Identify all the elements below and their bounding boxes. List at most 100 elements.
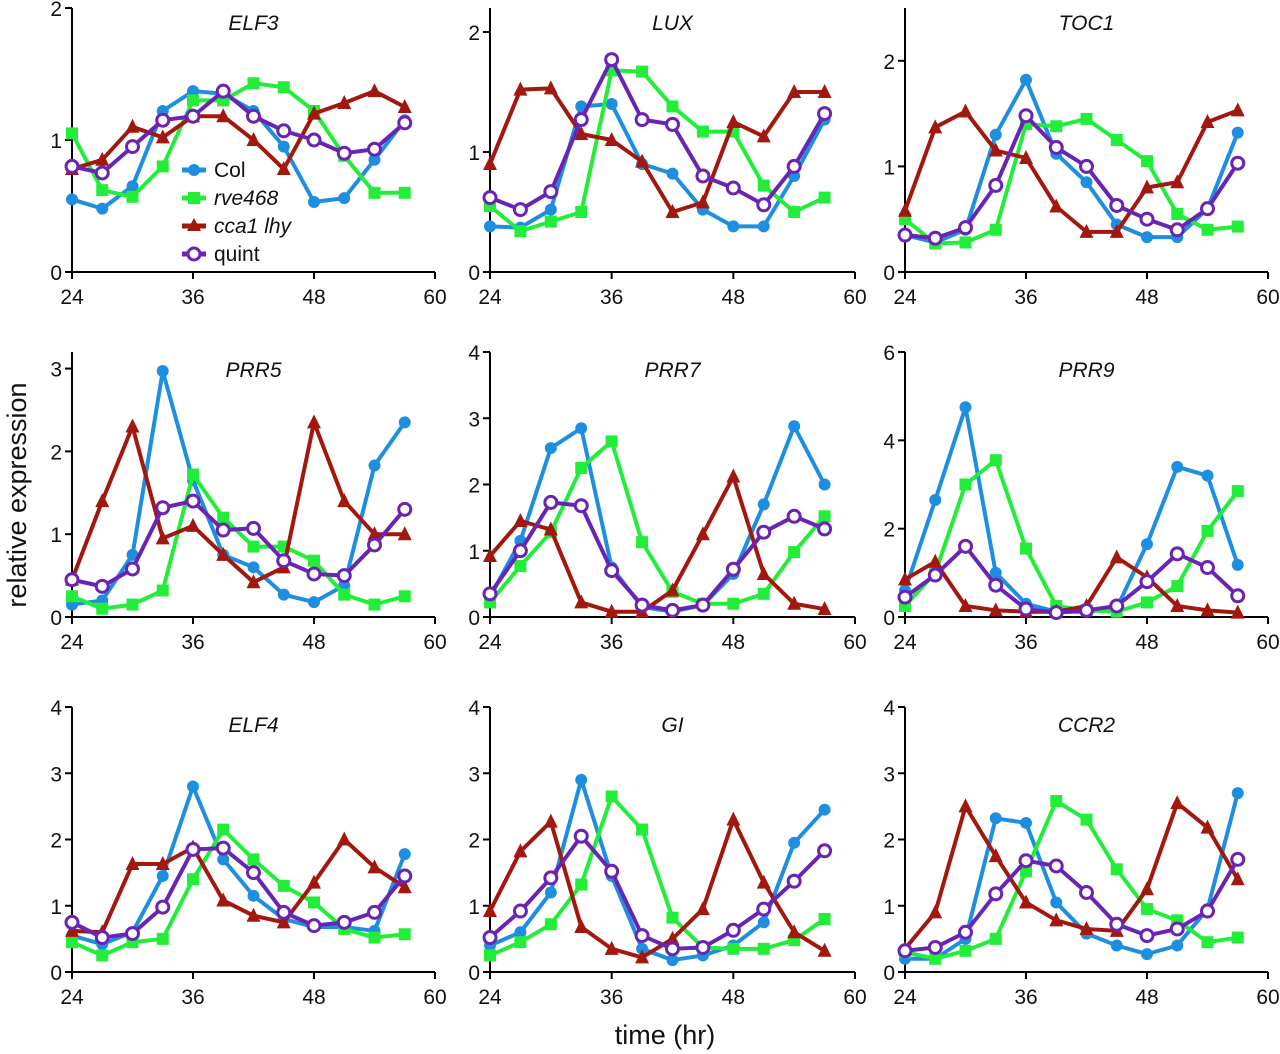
data-point	[247, 853, 260, 866]
data-point	[96, 184, 109, 197]
data-point	[1080, 176, 1093, 189]
data-point	[337, 493, 352, 508]
data-point	[757, 916, 770, 929]
data-point	[604, 603, 619, 618]
data-point	[514, 926, 527, 939]
x-tick-label: 60	[1256, 286, 1279, 309]
data-point	[605, 790, 618, 803]
data-point	[397, 115, 413, 131]
series-rve468	[66, 468, 411, 615]
series-line	[904, 858, 1240, 953]
data-point	[574, 918, 589, 933]
data-point	[125, 118, 140, 133]
data-point	[786, 508, 802, 524]
data-point	[483, 548, 497, 563]
data-point	[959, 944, 972, 957]
data-point	[398, 186, 411, 199]
series-line	[903, 108, 1239, 234]
data-point	[573, 828, 589, 844]
data-point	[482, 930, 498, 946]
data-point	[1018, 853, 1034, 869]
data-point	[988, 848, 1003, 863]
panel-title: GI	[661, 714, 683, 737]
data-point	[155, 856, 170, 871]
data-point	[125, 139, 140, 155]
x-tick-label: 60	[843, 286, 866, 309]
x-tick-label: 60	[423, 986, 446, 1009]
data-point	[727, 220, 740, 233]
data-point	[666, 167, 679, 180]
data-point	[185, 108, 201, 124]
data-point	[817, 84, 832, 98]
data-point	[156, 365, 169, 378]
y-tick-label: 2	[883, 519, 895, 542]
data-point	[1139, 211, 1155, 227]
data-point	[666, 100, 679, 113]
data-point	[246, 907, 261, 922]
data-point	[94, 930, 110, 946]
x-tick-label: 36	[1014, 631, 1037, 654]
data-point	[989, 454, 1002, 467]
data-point	[306, 566, 322, 582]
data-point	[336, 145, 352, 161]
data-point	[483, 903, 497, 918]
data-point	[636, 823, 649, 836]
data-point	[726, 114, 741, 128]
legend-item-quint: quint	[182, 243, 260, 266]
data-point	[786, 158, 802, 174]
data-point	[1018, 601, 1034, 617]
data-point	[1079, 920, 1094, 935]
x-tick-label: 24	[60, 986, 84, 1009]
data-point	[817, 843, 833, 859]
data-point	[307, 414, 321, 429]
data-point	[1230, 851, 1246, 867]
panel-gi: 24 36 48 60 0 1 2 3 4 GI	[468, 697, 866, 1009]
x-tick-label: 36	[600, 631, 623, 654]
data-point	[544, 918, 557, 931]
data-point	[958, 220, 973, 236]
series-cca1-lhy	[483, 80, 832, 218]
data-point	[927, 939, 943, 955]
data-point	[756, 524, 772, 540]
data-point	[988, 886, 1004, 902]
data-point	[573, 112, 589, 128]
data-point	[788, 546, 801, 559]
data-point	[1230, 604, 1245, 619]
data-point	[512, 543, 528, 559]
data-point	[927, 567, 943, 583]
data-point	[186, 517, 200, 532]
x-tick-label: 24	[478, 286, 502, 309]
data-point	[544, 886, 557, 899]
x-tick-label: 36	[181, 986, 204, 1009]
data-point	[397, 879, 412, 894]
series-rve468	[66, 823, 411, 962]
data-point	[95, 493, 110, 508]
data-point	[126, 180, 139, 193]
x-tick-label: 60	[423, 631, 446, 654]
data-point	[1200, 602, 1215, 617]
data-point	[276, 904, 292, 920]
data-point	[155, 530, 170, 545]
x-tick-label: 60	[843, 986, 866, 1009]
data-point	[725, 180, 741, 196]
data-point	[1201, 469, 1214, 482]
data-point	[126, 548, 139, 561]
series-rve468	[484, 64, 831, 238]
series-col	[66, 365, 411, 611]
data-point	[726, 811, 741, 826]
data-point	[543, 813, 558, 828]
series-col	[484, 98, 831, 234]
data-point	[1200, 903, 1215, 919]
y-tick-label: 2	[883, 51, 895, 74]
data-point	[514, 225, 527, 238]
panel-title: ELF3	[228, 12, 279, 35]
data-point	[512, 903, 528, 919]
data-point	[246, 574, 261, 589]
data-point	[277, 140, 290, 153]
data-point	[1109, 223, 1124, 238]
data-point	[757, 179, 770, 192]
data-point	[66, 936, 78, 949]
data-point	[306, 132, 322, 148]
data-point	[929, 952, 942, 965]
data-point	[898, 202, 912, 217]
